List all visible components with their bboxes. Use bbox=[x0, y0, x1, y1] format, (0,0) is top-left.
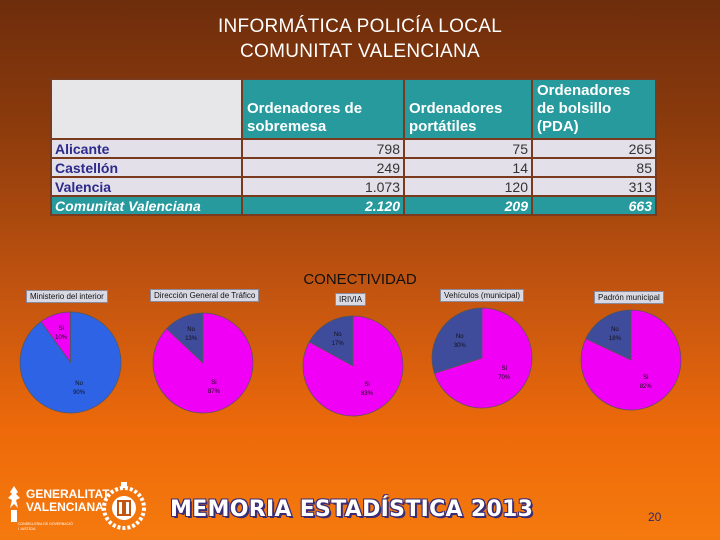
table-cell: 209 bbox=[403, 195, 533, 216]
header-line: Ordenadores bbox=[409, 100, 503, 117]
pie-svg bbox=[580, 309, 682, 411]
pie-svg bbox=[152, 312, 254, 414]
table-cell: 14 bbox=[403, 157, 533, 178]
slice-category: Si bbox=[364, 381, 370, 388]
page-title: INFORMÁTICA POLICÍA LOCAL COMUNITAT VALE… bbox=[0, 14, 720, 64]
table-cell: 85 bbox=[531, 157, 657, 178]
table-cell: 120 bbox=[403, 176, 533, 197]
pie-slice bbox=[152, 312, 254, 414]
header-line: (PDA) bbox=[537, 118, 579, 135]
table-row: Valencia 1.073 120 313 bbox=[50, 176, 657, 197]
slice-category: No bbox=[455, 333, 464, 340]
pie-title: Padrón municipal bbox=[594, 291, 664, 304]
pie-svg bbox=[19, 311, 122, 414]
pie-slice-label: No 18% bbox=[600, 326, 630, 344]
police-emblem-icon bbox=[102, 482, 146, 530]
table-header-row: Ordenadores de sobremesa Ordenadores por… bbox=[50, 78, 657, 140]
table-cell: 1.073 bbox=[241, 176, 405, 197]
logo-subtitle-1: CONSELLERIA DE GOVERNACIÓ bbox=[18, 522, 73, 526]
slice-category: No bbox=[333, 332, 342, 339]
table-corner bbox=[50, 78, 243, 140]
slice-percent: 87% bbox=[207, 389, 220, 396]
pie-slice-label: No 13% bbox=[176, 326, 206, 344]
page-number: 20 bbox=[648, 510, 662, 524]
pie-svg bbox=[302, 315, 404, 417]
slice-percent: 10% bbox=[55, 334, 68, 341]
table-cell: 663 bbox=[531, 195, 657, 216]
logo-subtitle-2: I JUSTÍCIA bbox=[18, 527, 36, 531]
header-line: Ordenadores de bbox=[247, 100, 363, 117]
header-line: portátiles bbox=[409, 118, 477, 135]
pie-slice-label: Si 87% bbox=[199, 379, 229, 397]
slice-category: No bbox=[611, 326, 619, 333]
header-line: Ordenadores bbox=[537, 82, 631, 99]
column-header-desktop: Ordenadores de sobremesa bbox=[241, 78, 405, 140]
pie-title: Ministerio del interior bbox=[26, 290, 108, 303]
row-label: Alicante bbox=[50, 138, 243, 159]
pie-slice bbox=[308, 315, 354, 367]
logo-line-2: VALENCIANA bbox=[26, 500, 104, 514]
pie-slice bbox=[580, 309, 682, 411]
slice-percent: 82% bbox=[639, 384, 652, 391]
table-row: Castellón 249 14 85 bbox=[50, 157, 657, 178]
pie-title: IRIVIA bbox=[335, 293, 367, 306]
pie-chart-padron: No 18% Si 82% bbox=[579, 308, 683, 412]
bat-crest-icon bbox=[8, 486, 20, 522]
pie-title: Vehículos (municipal) bbox=[440, 289, 525, 302]
slice-category: Si bbox=[211, 380, 217, 387]
slice-percent: 13% bbox=[185, 336, 198, 343]
pie-slice bbox=[585, 309, 632, 361]
header-line: de bolsillo bbox=[537, 100, 612, 117]
row-label: Castellón bbox=[50, 157, 243, 178]
pie-slice bbox=[302, 315, 404, 417]
pie-slice-label: Si 10% bbox=[46, 325, 76, 343]
table-cell: 798 bbox=[241, 138, 405, 159]
row-label: Valencia bbox=[50, 176, 243, 197]
column-header-laptop: Ordenadores portátiles bbox=[403, 78, 533, 140]
table-row: Alicante 798 75 265 bbox=[50, 138, 657, 159]
table-total-row: Comunitat Valenciana 2.120 209 663 bbox=[50, 195, 657, 216]
table-cell: 265 bbox=[531, 138, 657, 159]
pie-svg bbox=[431, 307, 533, 409]
table-cell: 313 bbox=[531, 176, 657, 197]
slice-category: No bbox=[75, 380, 83, 387]
slice-category: No bbox=[187, 327, 195, 334]
table-cell: 249 bbox=[241, 157, 405, 178]
pie-slice bbox=[431, 307, 483, 374]
pie-chart-ministerio: Si 10% No 90% bbox=[18, 310, 123, 415]
pie-slice-label: Si 82% bbox=[631, 374, 661, 392]
pie-slice-label: Si 70% bbox=[489, 365, 519, 383]
pie-chart-irivia: No 17% Si 83% bbox=[301, 314, 405, 418]
pie-slice-label: No 17% bbox=[323, 331, 353, 349]
pie-slice bbox=[19, 311, 122, 414]
row-label: Comunitat Valenciana bbox=[50, 195, 243, 216]
table-cell: 75 bbox=[403, 138, 533, 159]
title-line-1: INFORMÁTICA POLICÍA LOCAL bbox=[217, 16, 503, 37]
logo-line-1: GENERALITAT bbox=[26, 487, 110, 501]
pie-chart-vehiculos: No 30% Si 70% bbox=[430, 306, 534, 410]
pie-slice-label: Si 83% bbox=[352, 381, 382, 399]
computers-table: Ordenadores de sobremesa Ordenadores por… bbox=[50, 78, 657, 216]
pie-slice bbox=[434, 307, 533, 409]
title-line-2: COMUNITAT VALENCIANA bbox=[239, 41, 480, 62]
slice-percent: 18% bbox=[608, 335, 621, 342]
slice-percent: 17% bbox=[331, 341, 344, 348]
slice-category: Si bbox=[643, 375, 649, 382]
pie-title: Dirección General de Tráfico bbox=[150, 289, 260, 302]
table-cell: 2.120 bbox=[241, 195, 405, 216]
slice-percent: 83% bbox=[360, 390, 373, 397]
column-header-pda: Ordenadores de bolsillo (PDA) bbox=[531, 78, 657, 140]
generalitat-logo: GENERALITAT VALENCIANA CONSELLERIA DE GO… bbox=[4, 482, 110, 536]
slice-category: Si bbox=[501, 366, 507, 373]
section-title: CONECTIVIDAD bbox=[303, 271, 417, 288]
slice-percent: 30% bbox=[453, 342, 466, 349]
footer-title: MEMORIA ESTADÍSTICA 2013 bbox=[170, 497, 534, 522]
header-line: sobremesa bbox=[247, 118, 327, 135]
pie-slice-label: No 90% bbox=[64, 380, 94, 398]
pie-chart-dgt: No 13% Si 87% bbox=[151, 311, 255, 415]
pie-slice-label: No 30% bbox=[445, 333, 475, 351]
slice-percent: 70% bbox=[498, 375, 511, 382]
slice-category: Si bbox=[58, 325, 64, 332]
slice-percent: 90% bbox=[73, 389, 86, 396]
